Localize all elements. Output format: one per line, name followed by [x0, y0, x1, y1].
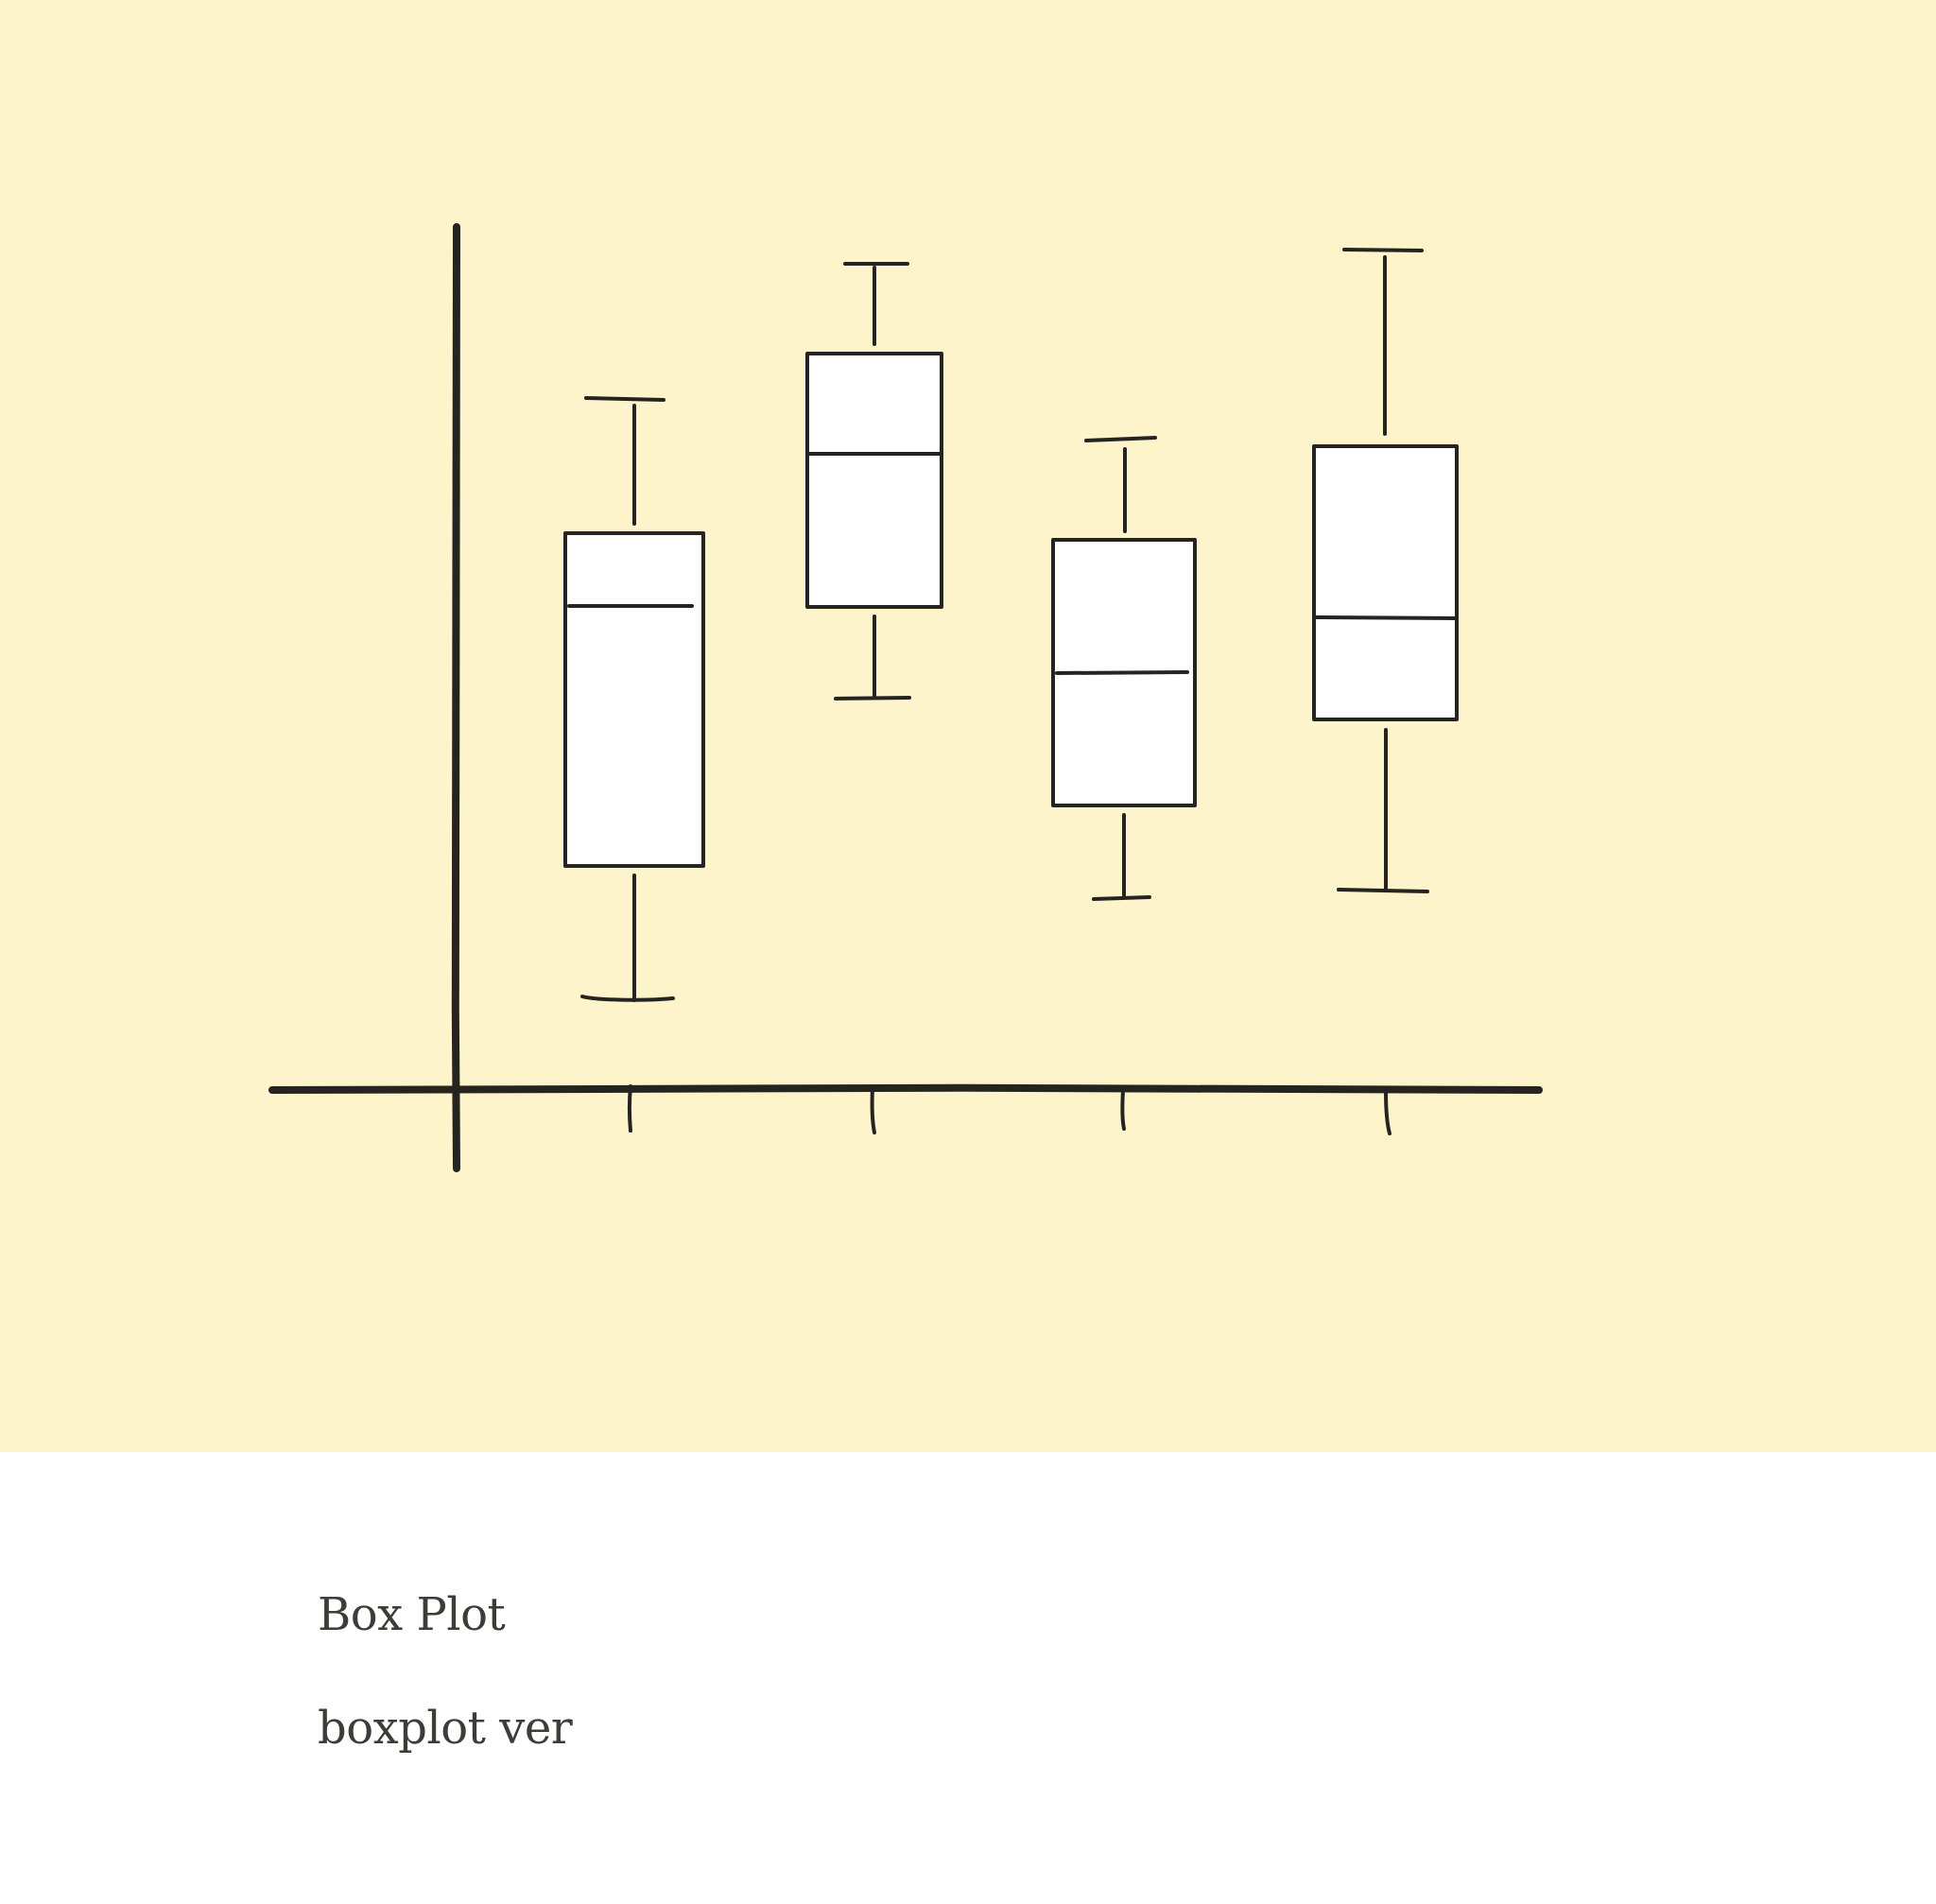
box-3-whisker-bottom-cap [1092, 895, 1151, 901]
box-4-whisker-bottom-cap [1337, 888, 1429, 893]
caption-subtitle: boxplot ver [318, 1702, 573, 1755]
caption-title: Box Plot [318, 1588, 506, 1641]
caption-panel [0, 1452, 1936, 1904]
box-4-whisker-top-cap [1342, 248, 1424, 252]
box-1 [563, 396, 705, 1002]
box-2-whisker-bottom-cap [834, 696, 911, 701]
box-1-body [563, 531, 705, 868]
box-2 [805, 262, 943, 701]
box-3 [1051, 436, 1197, 901]
box-2-body [805, 352, 943, 609]
x-tick-2 [870, 1086, 876, 1134]
box-1-whisker-top-cap [584, 396, 666, 402]
box-4 [1312, 248, 1459, 893]
box-4-body [1312, 444, 1459, 721]
boxplot-sketch [268, 223, 1543, 1172]
y-axis [451, 223, 460, 1172]
x-tick-1 [627, 1084, 632, 1133]
boxplot-illustration [0, 0, 1936, 1452]
x-tick-3 [1120, 1089, 1126, 1131]
box-3-whisker-top-cap [1084, 436, 1157, 442]
box-3-median [1055, 670, 1189, 675]
box-4-median [1314, 615, 1457, 620]
box-1-whisker-bottom-cap [580, 995, 675, 1002]
x-tick-4 [1384, 1089, 1392, 1135]
x-axis [268, 1083, 1543, 1094]
